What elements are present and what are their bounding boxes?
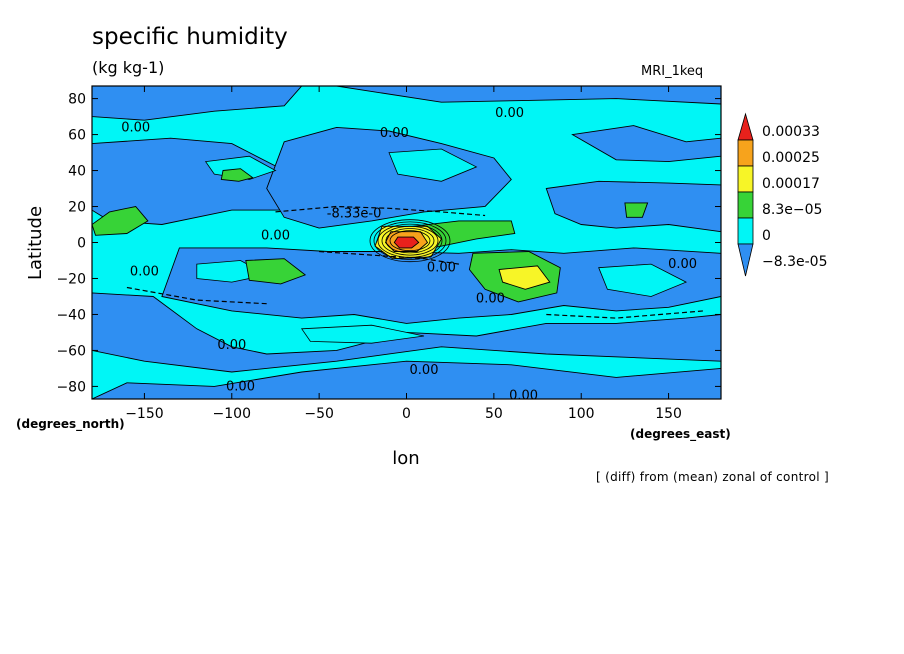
contour-label-13: 0.00 (509, 388, 538, 403)
zero-island-5 (300, 324, 425, 344)
positive-region-3 (245, 258, 307, 285)
contour-label-11: 0.00 (226, 379, 255, 394)
colorbar-band-2 (737, 165, 754, 193)
colorbar-bottom-triangle (737, 243, 754, 277)
colorbar-label-2: 0.00025 (762, 150, 820, 166)
contour-label-9: 0.00 (668, 257, 697, 272)
dashed-contour-4 (546, 310, 704, 319)
colorbar-label-6: −8.3e-05 (762, 254, 827, 270)
y-tick-label-0: 0 (77, 236, 86, 252)
colorbar-band-4 (737, 217, 754, 245)
negative-region-2 (336, 86, 721, 105)
colorbar-label-5: 0 (762, 228, 771, 244)
contour-label-8: 0.00 (476, 291, 505, 306)
x-tick-label--100: −100 (213, 406, 251, 422)
x-units-label: (degrees_east) (630, 427, 731, 442)
dashed-contour-1 (275, 205, 486, 217)
y-tick-label--40: −40 (56, 307, 86, 323)
positive-region-6 (624, 202, 649, 218)
contour-label-5: 0.00 (261, 228, 290, 243)
zero-island-4 (598, 263, 688, 297)
model-label: MRI_1keq (641, 64, 704, 79)
contour-label-10: 0.00 (217, 338, 246, 353)
colorbar-top-triangle (737, 112, 754, 141)
zero-island-2 (388, 148, 478, 182)
contour-label-1: 0.00 (121, 120, 150, 135)
colorbar-band-3 (737, 191, 754, 219)
colorbar-band-1 (737, 139, 754, 167)
negative-region-6 (571, 125, 721, 163)
y-tick-label--60: −60 (56, 343, 86, 359)
contour-label-3: 0.00 (495, 106, 524, 121)
positive-region-7 (498, 265, 551, 290)
dashed-contour-2 (319, 250, 459, 265)
x-tick-label-50: 50 (485, 406, 503, 422)
negative-region-9 (92, 360, 721, 399)
central-contour-ring-3 (381, 225, 439, 256)
diff-note: [ (diff) from (mean) zonal of control ] (596, 470, 829, 484)
contour-label-6: 0.00 (427, 261, 456, 276)
positive-region-10 (393, 236, 420, 249)
x-axis-label: lon (392, 448, 419, 469)
colorbar-label-1: 0.00033 (762, 124, 820, 140)
central-contour-ring-2 (385, 228, 435, 254)
x-tick-label-150: 150 (655, 406, 682, 422)
positive-region-2 (220, 168, 254, 182)
negative-region-4 (266, 126, 512, 229)
y-tick-label-40: 40 (68, 164, 86, 180)
chart-units: (kg kg-1) (92, 58, 165, 77)
x-tick-label-100: 100 (568, 406, 595, 422)
y-tick-label-60: 60 (68, 128, 86, 144)
y-axis-label: Latitude (25, 206, 46, 280)
y-tick-label-80: 80 (68, 92, 86, 108)
x-tick-label--150: −150 (125, 406, 163, 422)
contour-label-12: 0.00 (410, 363, 439, 378)
x-tick-label--50: −50 (304, 406, 334, 422)
y-units-label: (degrees_north) (16, 417, 125, 432)
y-tick-label--20: −20 (56, 271, 86, 287)
colorbar-label-3: 0.00017 (762, 176, 820, 192)
central-contour-ring-5 (373, 221, 447, 260)
contour-label-2: 0.00 (380, 126, 409, 141)
negative-region-1 (92, 86, 303, 121)
y-tick-label--80: −80 (56, 379, 86, 395)
contour-label-7: 0.00 (130, 264, 159, 279)
contour-label-4: -8.33e-0 (327, 207, 382, 222)
colorbar-label-4: 8.3e−05 (762, 202, 822, 218)
chart-title: specific humidity (92, 24, 288, 50)
central-contour-ring-6 (369, 219, 451, 263)
y-tick-label-20: 20 (68, 200, 86, 216)
positive-region-1 (92, 206, 149, 236)
x-tick-label-0: 0 (402, 406, 411, 422)
central-contour-ring-1 (389, 230, 431, 252)
